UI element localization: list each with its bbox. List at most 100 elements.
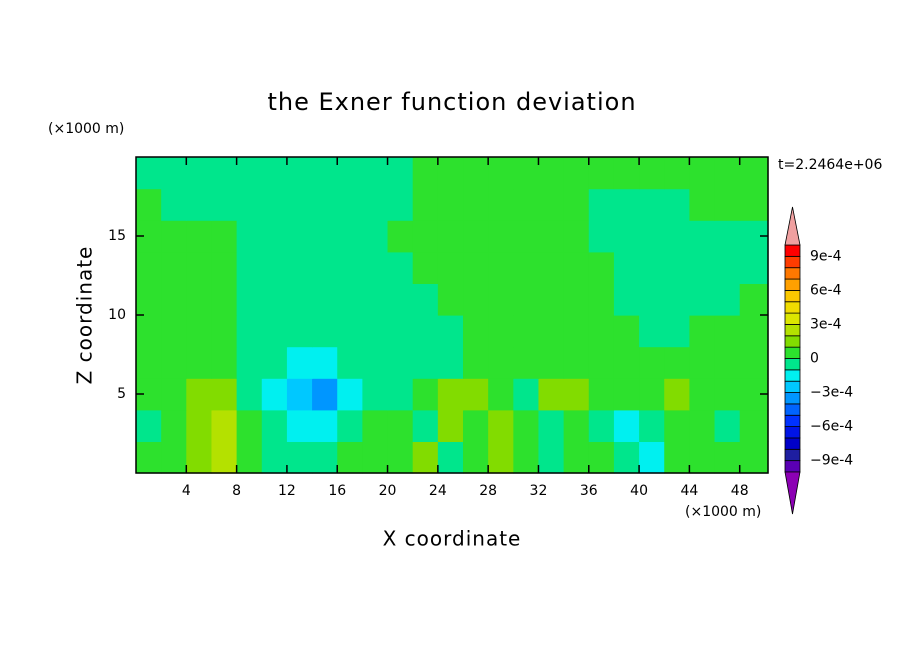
contour-cell — [261, 409, 288, 442]
contour-cell — [286, 441, 313, 474]
contour-cell — [664, 157, 690, 190]
contour-cell — [437, 157, 464, 190]
contour-cell — [563, 315, 590, 348]
contour-cell — [412, 283, 439, 316]
colorbar-label: 9e-4 — [810, 248, 842, 264]
contour-cell — [588, 346, 615, 379]
contour-cell — [739, 188, 769, 221]
contour-cell — [412, 220, 439, 253]
contour-cell — [236, 251, 263, 284]
contour-cell — [714, 346, 741, 379]
contour-cell — [136, 315, 162, 348]
x-tick-label: 20 — [379, 483, 397, 499]
contour-cell — [161, 441, 187, 474]
contour-cell — [437, 315, 464, 348]
chart-title: the Exner function deviation — [267, 88, 636, 116]
contour-cell — [362, 346, 389, 379]
contour-cell — [261, 157, 288, 190]
contour-cell — [161, 188, 187, 221]
contour-cell — [714, 251, 741, 284]
contour-cell — [714, 315, 741, 348]
contour-cell — [286, 283, 313, 316]
contour-cell — [664, 251, 690, 284]
contour-cell — [261, 283, 288, 316]
contour-cell — [362, 315, 389, 348]
contour-cell — [161, 251, 187, 284]
contour-cell — [437, 188, 464, 221]
contour-cell — [387, 157, 414, 190]
contour-cell — [236, 409, 263, 442]
contour-cell — [664, 283, 690, 316]
colorbar-over — [784, 206, 801, 246]
contour-cell — [639, 315, 665, 348]
contour-cell — [362, 220, 389, 253]
contour-cell — [186, 346, 213, 379]
contour-cell — [463, 378, 489, 411]
colorbar-band — [784, 267, 801, 280]
contour-cell — [261, 188, 288, 221]
contour-cell — [437, 220, 464, 253]
contour-cell — [588, 441, 615, 474]
contour-cell — [437, 441, 464, 474]
contour-cell — [689, 188, 716, 221]
colorbar-band — [784, 301, 801, 314]
contour-cell — [211, 283, 238, 316]
contour-cell — [261, 378, 288, 411]
colorbar-label: −3e-4 — [810, 385, 853, 401]
contour-cell — [337, 188, 363, 221]
contour-cell — [387, 409, 414, 442]
contour-cell — [211, 315, 238, 348]
contour-cell — [261, 251, 288, 284]
contour-cell — [236, 315, 263, 348]
contour-cell — [437, 251, 464, 284]
contour-cell — [387, 251, 414, 284]
contour-cell — [312, 251, 338, 284]
contour-cell — [639, 220, 665, 253]
contour-cell — [613, 441, 640, 474]
contour-cell — [463, 315, 489, 348]
y-unit: (×1000 m) — [48, 121, 124, 137]
contour-cell — [136, 157, 162, 190]
colorbar-band — [784, 403, 801, 416]
contour-cell — [387, 283, 414, 316]
contour-cell — [563, 251, 590, 284]
contour-cell — [513, 220, 540, 253]
contour-cell — [639, 441, 665, 474]
contour-cell — [714, 220, 741, 253]
contour-cell — [412, 346, 439, 379]
contour-cell — [739, 251, 769, 284]
contour-cell — [463, 188, 489, 221]
x-axis-title: X coordinate — [383, 527, 522, 551]
contour-cell — [236, 220, 263, 253]
contour-cell — [513, 378, 540, 411]
contour-cell — [437, 283, 464, 316]
contour-cell — [362, 251, 389, 284]
contour-cell — [513, 157, 540, 190]
contour-cell — [437, 378, 464, 411]
contour-cell — [312, 409, 338, 442]
x-tick-label: 36 — [580, 483, 598, 499]
contour-cell — [236, 346, 263, 379]
contour-cell — [714, 409, 741, 442]
contour-cell — [186, 378, 213, 411]
contour-cell — [312, 315, 338, 348]
contour-cell — [538, 220, 565, 253]
contour-cell — [211, 251, 238, 284]
contour-cell — [312, 188, 338, 221]
contour-cell — [588, 283, 615, 316]
contour-cell — [337, 378, 363, 411]
contour-cell — [337, 409, 363, 442]
contour-cell — [161, 220, 187, 253]
contour-cell — [211, 441, 238, 474]
contour-cell — [136, 188, 162, 221]
contour-cell — [563, 409, 590, 442]
contour-cell — [689, 378, 716, 411]
contour-cell — [161, 346, 187, 379]
colorbar-band — [784, 414, 801, 428]
contour-cell — [488, 220, 514, 253]
contour-cell — [538, 441, 565, 474]
contour-cell — [613, 220, 640, 253]
contour-cell — [664, 315, 690, 348]
contour-cell — [588, 220, 615, 253]
